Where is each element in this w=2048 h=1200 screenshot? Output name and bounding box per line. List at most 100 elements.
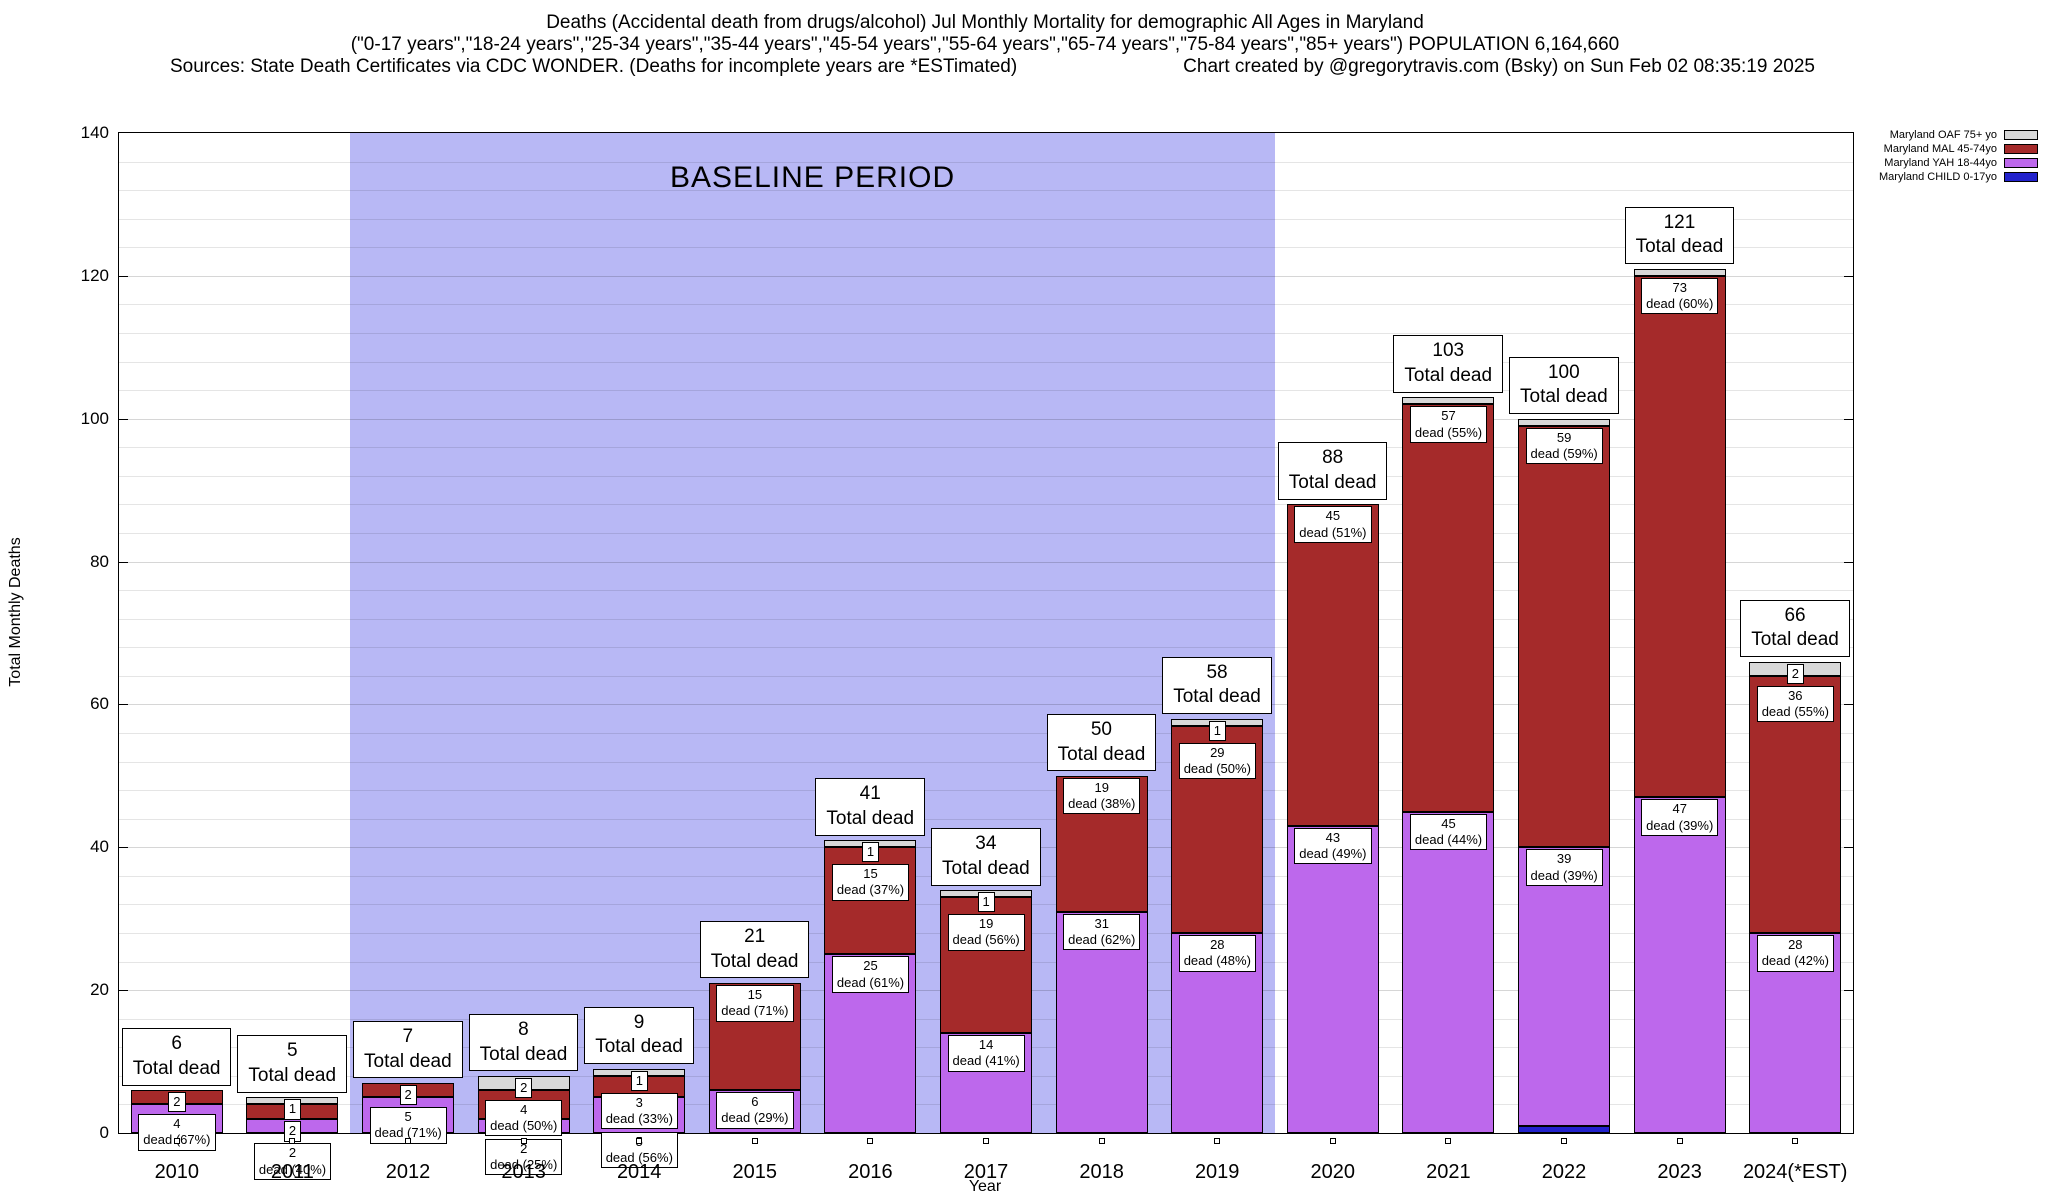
y-tick-mark: [1844, 847, 1853, 849]
segment-label: 28 dead (42%): [1756, 935, 1834, 972]
x-category-label: 2023: [1657, 1161, 1702, 1183]
total-dead-label: 88 Total dead: [1277, 442, 1388, 500]
y-tick-label: 60: [90, 694, 109, 714]
segment-label: 59 dead (59%): [1525, 427, 1603, 465]
y-axis-title: Total Monthly Deaths: [7, 537, 24, 687]
legend-label: Maryland CHILD 0-17yo: [1879, 171, 1997, 183]
segment-label: 3 dead (33%): [600, 1092, 678, 1130]
segment-label: 43 dead (49%): [1294, 827, 1372, 865]
y-gridline: [119, 390, 1853, 392]
segment-label: 2: [399, 1085, 417, 1106]
segment-label: 19 dead (38%): [1063, 777, 1141, 815]
y-tick-mark: [119, 418, 128, 420]
bar-segment-oaf: [1402, 397, 1495, 405]
bar-segment-mal: [1518, 425, 1610, 848]
total-dead-label: 121 Total dead: [1624, 206, 1735, 265]
x-category-label: 2011: [270, 1161, 314, 1183]
y-tick-mark: [1844, 704, 1853, 706]
y-tick-mark: [1844, 990, 1853, 992]
total-dead-label: 50 Total dead: [1046, 713, 1157, 772]
y-gridline: [119, 533, 1853, 534]
axis-point-marker: [173, 1138, 180, 1144]
x-category-label: 2021: [1426, 1161, 1471, 1183]
y-tick-mark: [1844, 275, 1853, 277]
total-dead-label: 34 Total dead: [931, 828, 1041, 886]
y-tick-label: 120: [80, 265, 109, 285]
y-gridline: [119, 561, 1853, 563]
axis-point-marker: [405, 1138, 411, 1144]
legend-label: Maryland MAL 45-74yo: [1883, 143, 1997, 155]
y-tick-mark: [1844, 561, 1853, 563]
segment-label: 45 dead (51%): [1294, 506, 1372, 543]
legend: Maryland OAF 75+ yo Maryland MAL 45-74yo M…: [1879, 128, 2038, 184]
x-category-label: 2020: [1310, 1161, 1356, 1183]
x-axis-title: Year: [968, 1178, 1002, 1195]
y-gridline: [119, 704, 1853, 706]
segment-label: 36 dead (55%): [1756, 685, 1834, 723]
axis-point-marker: [1561, 1138, 1567, 1144]
y-tick-mark: [119, 275, 128, 277]
legend-label: Maryland YAH 18-44yo: [1884, 157, 1997, 169]
bar-segment-mal: [1286, 504, 1379, 826]
segment-label: 2 dead (25%): [485, 1138, 563, 1176]
y-tick-label: 100: [80, 408, 109, 428]
bar-segment-yah: [1402, 811, 1495, 1133]
legend-swatch: [2004, 158, 2038, 168]
legend-item: Maryland YAH 18-44yo: [1879, 156, 2038, 170]
axis-point-marker: [983, 1138, 989, 1144]
y-gridline: [119, 475, 1853, 477]
segment-label: 1: [630, 1070, 648, 1091]
segment-label: 31 dead (62%): [1063, 913, 1141, 951]
x-category-label: 2015: [732, 1161, 778, 1183]
total-dead-label: 58 Total dead: [1162, 656, 1272, 715]
x-category-label: 2018: [1079, 1161, 1124, 1183]
y-tick-label: 0: [99, 1123, 109, 1142]
y-gridline: [119, 361, 1853, 363]
segment-label: 2: [515, 1077, 533, 1099]
axis-point-marker: [1098, 1138, 1105, 1144]
segment-label: 25 dead (61%): [831, 956, 910, 993]
y-gridline: [119, 247, 1853, 249]
segment-label: 2: [168, 1092, 186, 1113]
y-tick-label: 80: [90, 551, 109, 571]
y-gridline: [119, 218, 1853, 220]
segment-label: 47 dead (39%): [1641, 799, 1719, 836]
y-gridline: [119, 304, 1853, 306]
y-gridline: [119, 504, 1853, 506]
segment-label: 1: [861, 842, 880, 863]
total-dead-label: 9 Total dead: [584, 1006, 694, 1065]
y-gridline: [119, 618, 1853, 620]
total-dead-label: 21 Total dead: [699, 921, 810, 979]
segment-label: 28 dead (48%): [1178, 935, 1256, 972]
legend-item: Maryland CHILD 0-17yo: [1879, 170, 2038, 184]
y-gridline: [119, 790, 1853, 792]
y-tick-mark: [1844, 418, 1853, 420]
chart-title: Deaths (Accidental death from drugs/alco…: [546, 12, 1424, 33]
y-gridline: [119, 447, 1853, 449]
bar-segment-oaf: [1633, 268, 1726, 276]
segment-label: 1: [977, 892, 995, 913]
total-dead-label: 6 Total dead: [121, 1028, 232, 1086]
chart-sources-note: Sources: State Death Certificates via CD…: [170, 56, 1018, 77]
x-category-label: 2019: [1194, 1161, 1240, 1183]
segment-label: 5 dead (71%): [369, 1107, 447, 1144]
total-dead-label: 8 Total dead: [468, 1013, 579, 1072]
y-gridline: [119, 761, 1853, 763]
y-tick-mark: [119, 847, 128, 849]
y-tick-mark: [119, 990, 128, 992]
total-dead-label: 66 Total dead: [1740, 599, 1850, 657]
axis-point-marker: [1445, 1138, 1452, 1144]
chart-notes-row: Sources: State Death Certificates via CD…: [170, 56, 1815, 78]
axis-point-marker: [751, 1138, 758, 1144]
x-category-label: 2013: [501, 1161, 546, 1183]
segment-label: 6 dead (29%): [716, 1092, 794, 1129]
total-dead-label: 7 Total dead: [353, 1021, 463, 1079]
legend-label: Maryland OAF 75+ yo: [1889, 129, 1997, 141]
y-gridline: [119, 647, 1853, 649]
legend-item: Maryland MAL 45-74yo: [1879, 142, 2038, 156]
x-category-label: 2012: [385, 1161, 431, 1183]
segment-label: 14 dead (41%): [947, 1035, 1025, 1072]
y-gridline: [119, 275, 1853, 277]
x-category-label: 2016: [848, 1161, 893, 1183]
